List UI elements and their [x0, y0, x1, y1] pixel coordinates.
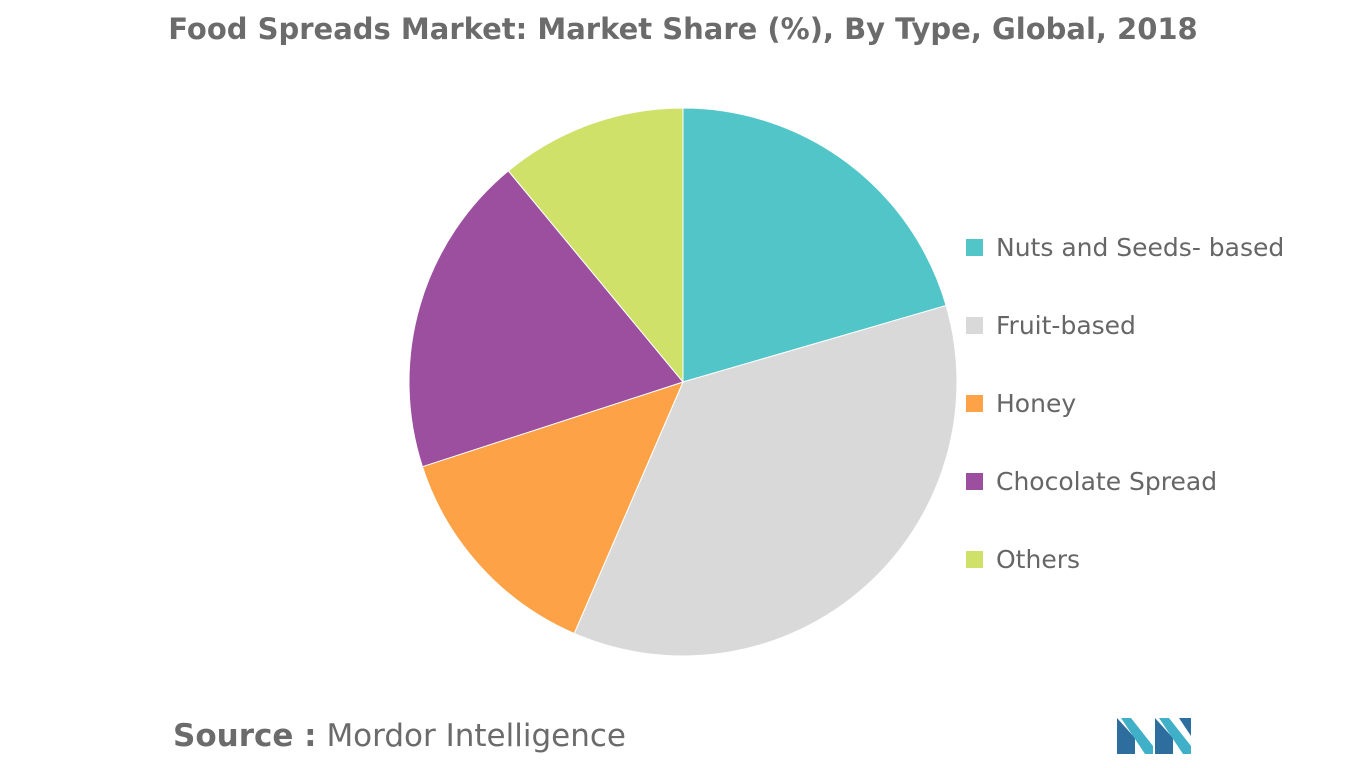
legend-swatch — [966, 550, 983, 568]
source-label: Source : — [173, 718, 317, 754]
legend-swatch — [966, 472, 983, 490]
pie-slice-nuts-and-seeds-based — [682, 107, 947, 383]
legend-item-honey: Honey — [966, 364, 1284, 442]
legend-label: Fruit-based — [996, 310, 1136, 340]
pie-slice-fruit-based — [573, 304, 958, 657]
legend-label: Honey — [996, 388, 1077, 418]
pie-slice-chocolate-spread — [408, 170, 684, 468]
pie-slices — [408, 107, 958, 657]
legend-item-nuts-and-seeds-based: Nuts and Seeds- based — [966, 208, 1284, 286]
legend-item-chocolate-spread: Chocolate Spread — [966, 442, 1284, 520]
chart-legend: Nuts and Seeds- based Fruit-based Honey Cho… — [966, 208, 1284, 598]
source-text: Mordor Intelligence — [326, 718, 626, 754]
pie-slice-others — [507, 107, 684, 384]
mordor-intelligence-logo-icon — [1117, 718, 1191, 754]
chart-title: Food Spreads Market: Market Share (%), B… — [168, 12, 1198, 46]
legend-label: Chocolate Spread — [996, 466, 1218, 496]
pie-slice-honey — [421, 381, 684, 635]
legend-swatch — [966, 238, 983, 256]
legend-item-fruit-based: Fruit-based — [966, 286, 1284, 364]
legend-swatch — [966, 316, 983, 334]
source-note: Source : Mordor Intelligence — [173, 718, 626, 754]
legend-item-others: Others — [966, 520, 1284, 598]
legend-label: Nuts and Seeds- based — [996, 232, 1285, 262]
legend-swatch — [966, 394, 983, 412]
legend-label: Others — [996, 544, 1081, 574]
